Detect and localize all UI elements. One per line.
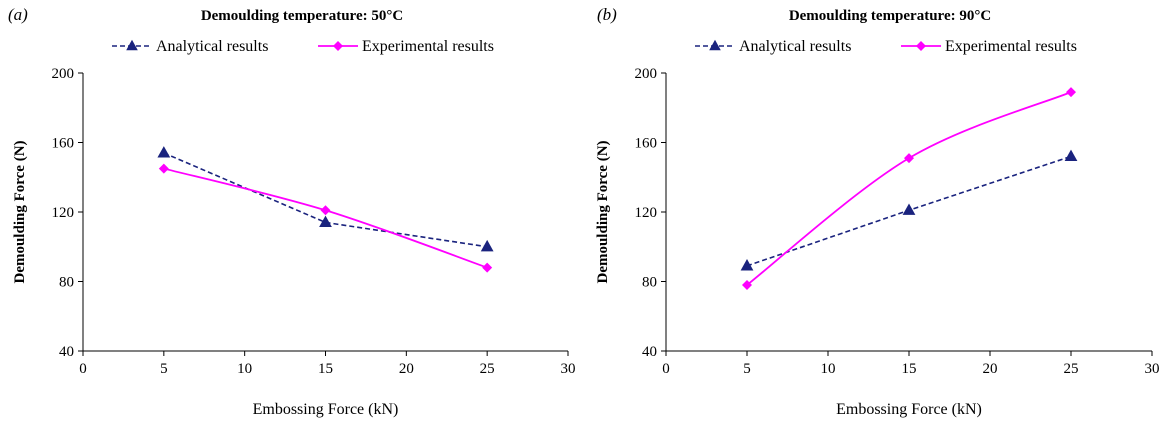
x-tick-label: 5 (743, 361, 751, 377)
x-tick-label: 10 (821, 361, 836, 377)
x-tick-label: 5 (160, 361, 168, 377)
chart-panel-b: (b) Demoulding temperature: 90°C Analytica… (595, 5, 1160, 418)
y-tick-label: 200 (635, 66, 658, 82)
chart-title: Demoulding temperature: 50°C (201, 8, 403, 24)
data-point-analytical (1064, 149, 1078, 162)
x-tick-label: 25 (480, 361, 495, 377)
series-line-analytical (163, 152, 488, 248)
panel-label: (a) (8, 5, 28, 24)
x-tick-label: 0 (79, 361, 87, 377)
legend-label-analytical: Analytical results (156, 38, 268, 55)
data-point-analytical (740, 259, 754, 271)
legend-marker-experimental (333, 41, 343, 51)
y-tick-label: 80 (642, 275, 657, 291)
x-tick-label: 20 (983, 361, 998, 377)
y-tick-label: 160 (52, 136, 75, 152)
x-tick-label: 0 (662, 361, 670, 377)
x-axis-label: Embossing Force (kN) (253, 401, 399, 418)
x-tick-label: 15 (318, 361, 333, 377)
data-point-analytical (480, 239, 494, 252)
legend-marker-experimental (916, 41, 926, 51)
legend-label-experimental: Experimental results (362, 38, 494, 55)
data-point-experimental (742, 279, 752, 290)
x-tick-label: 25 (1064, 361, 1079, 377)
legend-label-experimental: Experimental results (945, 38, 1077, 55)
data-point-experimental (482, 262, 493, 273)
y-tick-label: 40 (642, 344, 657, 360)
y-axis-label: Demoulding Force (N) (12, 140, 28, 283)
legend: Analytical results Experimental results (112, 38, 494, 55)
data-point-analytical (902, 203, 916, 215)
data-point-analytical (157, 146, 171, 158)
data-point-experimental (320, 205, 331, 216)
y-axis-label: Demoulding Force (N) (595, 140, 611, 283)
x-tick-label: 20 (399, 361, 414, 377)
legend-marker-analytical (126, 39, 138, 51)
legend: Analytical results Experimental results (695, 38, 1077, 55)
chart-panel-a: (a) Demoulding temperature: 50°C Analytica… (8, 5, 576, 418)
y-tick-label: 160 (635, 136, 658, 152)
data-point-experimental (904, 153, 914, 164)
legend-label-analytical: Analytical results (739, 38, 851, 55)
x-tick-label: 30 (561, 361, 576, 377)
chart-title: Demoulding temperature: 90°C (789, 8, 991, 24)
data-point-analytical (319, 215, 332, 228)
data-point-experimental (158, 163, 169, 174)
y-tick-label: 200 (52, 66, 75, 82)
y-tick-label: 40 (59, 344, 74, 360)
panel-label: (b) (597, 5, 617, 24)
series-line-experimental (746, 91, 1072, 286)
y-tick-label: 120 (52, 205, 75, 221)
x-tick-label: 15 (902, 361, 917, 377)
y-tick-label: 120 (635, 205, 658, 221)
x-tick-label: 10 (237, 361, 252, 377)
data-point-experimental (1066, 87, 1076, 98)
y-tick-label: 80 (59, 275, 74, 291)
legend-marker-analytical (709, 39, 721, 51)
x-axis-label: Embossing Force (kN) (836, 401, 982, 418)
x-tick-label: 30 (1145, 361, 1160, 377)
